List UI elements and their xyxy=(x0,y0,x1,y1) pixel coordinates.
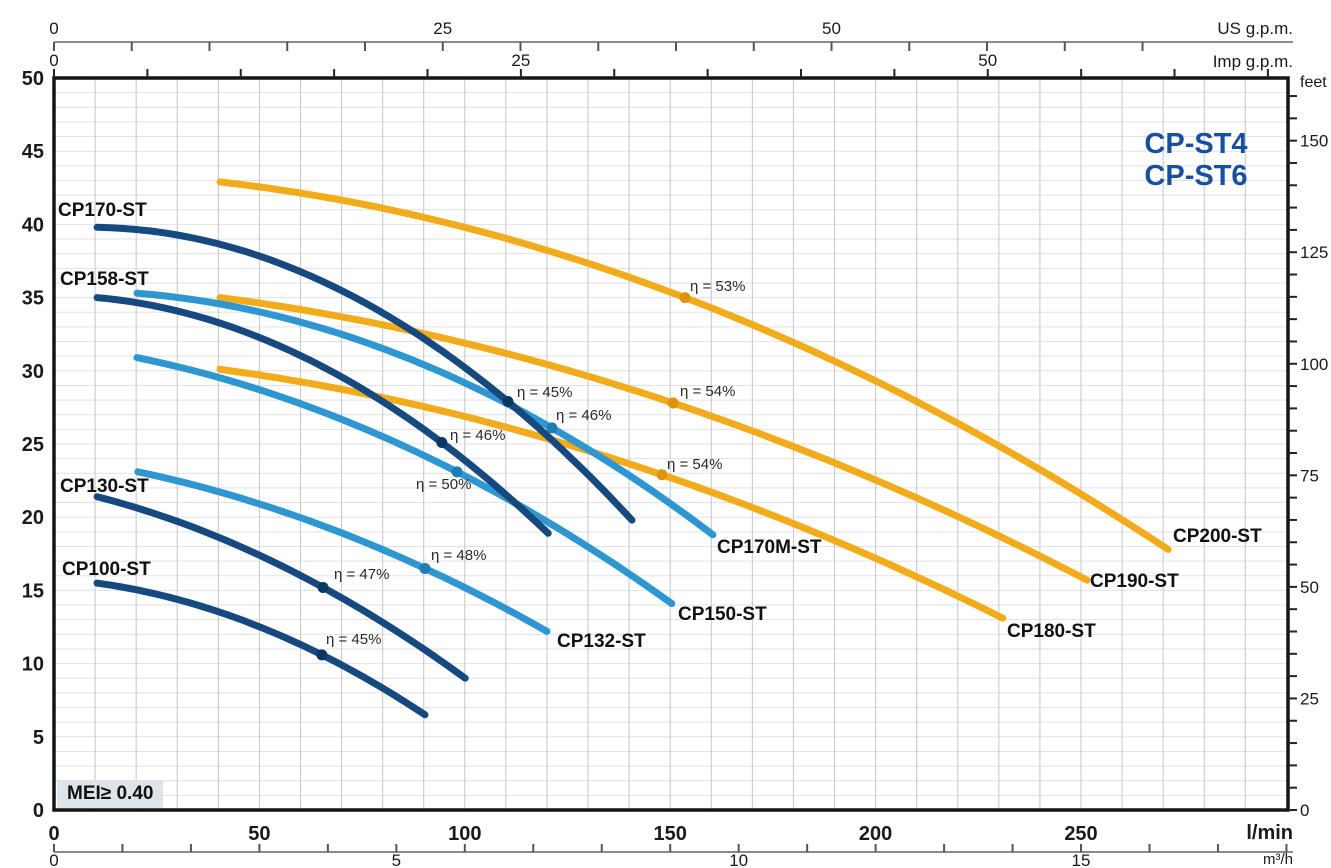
plot-frame xyxy=(52,76,1290,812)
us-gpm-tick-label: 25 xyxy=(433,19,452,38)
curve-CP170M-ST xyxy=(133,289,717,539)
eta-marker-CP150-ST xyxy=(451,466,463,478)
us-gpm-unit-label: US g.p.m. xyxy=(1217,19,1293,38)
imp-gpm-tick-label: 50 xyxy=(978,51,997,70)
eta-marker-CP132-ST xyxy=(419,562,431,574)
eta-label-CP100-ST: η = 45% xyxy=(326,631,381,648)
head-axis-label: 50 xyxy=(22,68,44,90)
feet-tick-label: 125 xyxy=(1300,243,1328,262)
lmin-tick-label: 0 xyxy=(48,823,59,845)
mei-badge: MEI≥ 0.40 xyxy=(57,780,164,808)
feet-tick-label: 75 xyxy=(1300,466,1319,485)
us-gpm-tick-label: 50 xyxy=(822,19,841,38)
lmin-tick-label: 150 xyxy=(654,823,687,845)
curve-CP130-ST xyxy=(93,493,469,682)
eta-label-CP180-ST: η = 54% xyxy=(667,456,722,473)
feet-tick-label: 0 xyxy=(1300,801,1309,820)
head-axis-label: 10 xyxy=(22,654,44,676)
imp-gpm-tick-label: 0 xyxy=(49,51,58,70)
lmin-tick-label: 200 xyxy=(859,823,892,845)
imp-gpm-unit-label: Imp g.p.m. xyxy=(1212,52,1293,71)
title-line-1: CP-ST4 xyxy=(1144,128,1248,160)
eta-marker-CP170M-ST xyxy=(546,422,558,434)
curve-label-CP132-ST: CP132-ST xyxy=(557,631,646,652)
eta-marker-CP170-ST xyxy=(502,396,514,408)
eta-label-CP170M-ST: η = 46% xyxy=(556,407,611,424)
m3h-unit-label: m³/h xyxy=(1263,851,1293,868)
curve-label-CP200-ST: CP200-ST xyxy=(1173,526,1262,547)
lmin-tick-label: 50 xyxy=(248,823,270,845)
head-axis-label: 5 xyxy=(33,727,44,749)
eta-label-CP158-ST: η = 46% xyxy=(450,427,505,444)
m3h-tick-label: 5 xyxy=(392,851,401,868)
head-axis-label: 30 xyxy=(22,361,44,383)
eta-label-CP132-ST: η = 48% xyxy=(431,547,486,564)
curve-label-CP180-ST: CP180-ST xyxy=(1007,621,1096,642)
series-title: CP-ST4 CP-ST6 xyxy=(1141,128,1251,192)
curve-CP100-ST xyxy=(93,579,429,719)
head-axis-label: 40 xyxy=(22,214,44,236)
curve-label-CP130-ST: CP130-ST xyxy=(60,476,149,497)
feet-tick-label: 100 xyxy=(1300,355,1328,374)
title-line-2: CP-ST6 xyxy=(1144,160,1248,192)
eta-marker-CP190-ST xyxy=(667,397,679,409)
curve-label-CP190-ST: CP190-ST xyxy=(1090,571,1179,592)
eta-label-CP170-ST: η = 45% xyxy=(517,384,572,401)
head-axis-label: 25 xyxy=(22,434,44,456)
imp-gpm-tick-label: 25 xyxy=(511,51,530,70)
eta-marker-CP130-ST xyxy=(317,581,329,593)
feet-unit-label: feet xyxy=(1300,74,1327,91)
curve-CP150-ST xyxy=(133,354,676,608)
eta-marker-CP200-ST xyxy=(679,292,691,304)
head-axis-label: 35 xyxy=(22,288,44,310)
curve-CP200-ST xyxy=(216,178,1172,553)
curve-CP180-ST xyxy=(216,365,1007,622)
eta-marker-CP158-ST xyxy=(436,437,448,449)
m3h-tick-label: 0 xyxy=(49,851,58,868)
curve-label-CP170-ST: CP170-ST xyxy=(58,200,147,221)
curve-CP132-ST xyxy=(134,468,551,635)
lmin-tick-label: 100 xyxy=(448,823,481,845)
curve-CP170-ST xyxy=(93,223,636,524)
head-axis-label: 0 xyxy=(33,800,44,822)
lmin-unit-label: l/min xyxy=(1246,822,1293,844)
m3h-tick-label: 10 xyxy=(729,851,748,868)
curve-label-CP170M-ST: CP170M-ST xyxy=(717,537,822,558)
feet-tick-label: 25 xyxy=(1300,689,1319,708)
head-axis-label: 20 xyxy=(22,507,44,529)
eta-label-CP150-ST: η = 50% xyxy=(416,476,471,493)
eta-label-CP190-ST: η = 54% xyxy=(680,383,735,400)
eta-marker-CP180-ST xyxy=(656,469,668,481)
m3h-tick-label: 15 xyxy=(1072,851,1091,868)
lmin-tick-label: 250 xyxy=(1064,823,1097,845)
eta-label-CP200-ST: η = 53% xyxy=(690,278,745,295)
curve-label-CP100-ST: CP100-ST xyxy=(62,559,151,580)
curve-CP158-ST xyxy=(93,294,552,537)
curve-CP190-ST xyxy=(216,294,1091,584)
eta-marker-CP100-ST xyxy=(316,649,328,661)
us-gpm-tick-label: 0 xyxy=(49,19,58,38)
head-axis-label: 45 xyxy=(22,141,44,163)
head-axis-label: 15 xyxy=(22,580,44,602)
feet-tick-label: 50 xyxy=(1300,578,1319,597)
eta-label-CP130-ST: η = 47% xyxy=(334,566,389,583)
feet-tick-label: 150 xyxy=(1300,132,1328,151)
curve-label-CP150-ST: CP150-ST xyxy=(678,604,767,625)
curve-label-CP158-ST: CP158-ST xyxy=(60,269,149,290)
